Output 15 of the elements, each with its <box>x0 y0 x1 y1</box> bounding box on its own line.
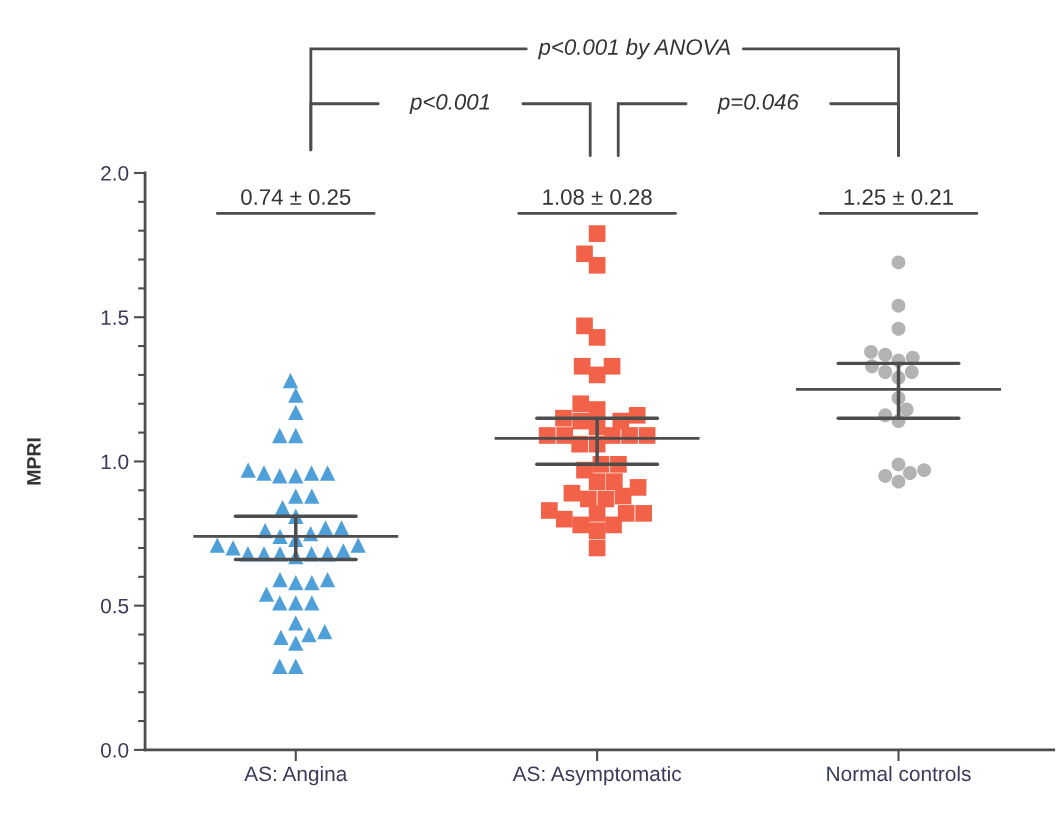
y-tick-label: 0.0 <box>100 742 129 758</box>
x-tick-label: Normal controls <box>827 765 971 782</box>
x-tick-label: AS: Angina <box>244 765 348 786</box>
annotation: 0.74 ± 0.25 <box>241 189 351 205</box>
text: p<0.001 <box>409 93 490 115</box>
y-tick-label: 1.5 <box>101 310 129 325</box>
y-tick-label: 0.5 <box>100 598 129 614</box>
text: p<0.001 by ANOVA <box>538 38 730 60</box>
y-axis-title: MPRI <box>27 438 41 485</box>
annotation: 1.25 ± 0.21 <box>844 189 953 205</box>
annotation: 1.08 ± 0.28 <box>543 189 652 205</box>
y-tick-label: 1.0 <box>101 454 129 470</box>
y-tick-label: 2.0 <box>101 165 129 181</box>
text: p=0.046 <box>717 93 799 115</box>
x-tick-label: AS: Asymptomatic <box>512 765 682 786</box>
